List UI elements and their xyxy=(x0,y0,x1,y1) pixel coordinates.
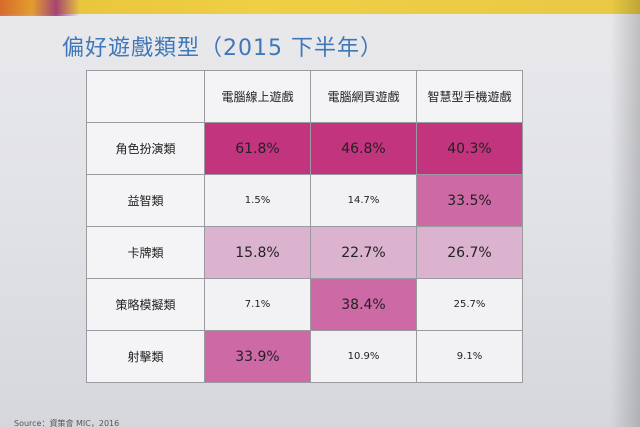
table-cell: 15.8% xyxy=(204,226,311,279)
screen-edge-shadow xyxy=(610,0,640,427)
table-cell: 40.3% xyxy=(416,122,523,175)
column-header: 電腦網頁遊戲 xyxy=(310,70,417,123)
table-cell: 26.7% xyxy=(416,226,523,279)
table-cell: 14.7% xyxy=(310,174,417,227)
table-cell: 33.9% xyxy=(204,330,311,383)
table-row: 益智類 1.5% 14.7% 33.5% xyxy=(86,174,523,227)
table-cell: 7.1% xyxy=(204,278,311,331)
slide-title: 偏好遊戲類型（2015 下半年） xyxy=(62,36,383,61)
game-preference-table: 電腦線上遊戲 電腦網頁遊戲 智慧型手機遊戲 角色扮演類 61.8% 46.8% 40.… xyxy=(86,70,523,383)
column-header: 智慧型手機遊戲 xyxy=(416,70,523,123)
table-corner-cell xyxy=(86,70,205,123)
table-row: 角色扮演類 61.8% 46.8% 40.3% xyxy=(86,122,523,175)
row-label: 益智類 xyxy=(86,174,205,227)
banner-decoration xyxy=(0,0,80,16)
table-header-row: 電腦線上遊戲 電腦網頁遊戲 智慧型手機遊戲 xyxy=(86,70,523,123)
table-row: 卡牌類 15.8% 22.7% 26.7% xyxy=(86,226,523,279)
row-label: 角色扮演類 xyxy=(86,122,205,175)
table-cell: 61.8% xyxy=(204,122,311,175)
row-label: 策略模擬類 xyxy=(86,278,205,331)
top-banner xyxy=(0,0,640,14)
table-cell: 38.4% xyxy=(310,278,417,331)
table-row: 策略模擬類 7.1% 38.4% 25.7% xyxy=(86,278,523,331)
column-header: 電腦線上遊戲 xyxy=(204,70,311,123)
row-label: 射擊類 xyxy=(86,330,205,383)
table-cell: 33.5% xyxy=(416,174,523,227)
table-cell: 25.7% xyxy=(416,278,523,331)
table-row: 射擊類 33.9% 10.9% 9.1% xyxy=(86,330,523,383)
table-cell: 9.1% xyxy=(416,330,523,383)
table-cell: 46.8% xyxy=(310,122,417,175)
table-cell: 10.9% xyxy=(310,330,417,383)
source-note: Source：資策會 MIC，2016 xyxy=(14,419,120,427)
row-label: 卡牌類 xyxy=(86,226,205,279)
table-cell: 1.5% xyxy=(204,174,311,227)
table-cell: 22.7% xyxy=(310,226,417,279)
